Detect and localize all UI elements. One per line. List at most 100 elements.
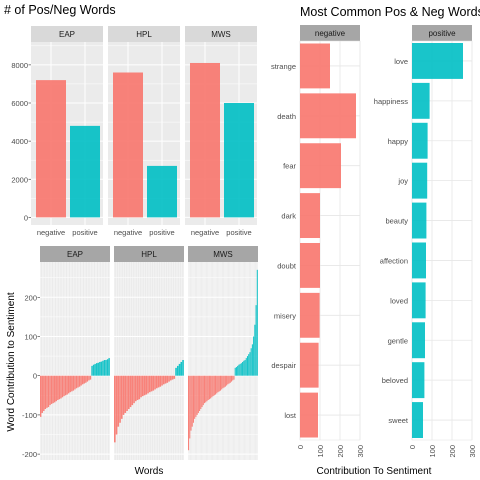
contribution-bar-hpl — [145, 375, 148, 395]
contribution-bar-hpl — [140, 375, 142, 398]
contribution-bar-mws — [195, 375, 197, 417]
word-bar-happiness — [412, 82, 430, 119]
contribution-bar-hpl — [136, 375, 139, 401]
contribution-bar-eap — [47, 375, 50, 408]
contribution-bar-eap — [99, 361, 101, 376]
facet-strip-hpl — [114, 246, 184, 262]
x-tick-label: 300 — [356, 445, 365, 458]
contribution-bar-eap — [89, 375, 92, 380]
contribution-bar-mws — [210, 375, 212, 399]
x-tick-label: 100 — [428, 445, 437, 458]
x-tick-label: 300 — [468, 445, 477, 458]
facet-strip-mws — [185, 26, 257, 42]
bar-eap-positive — [70, 125, 100, 218]
contribution-bar-hpl — [170, 375, 172, 381]
contribution-bar-mws — [240, 363, 242, 376]
facet-strip-eap — [40, 246, 110, 262]
contribution-bar-hpl — [164, 375, 167, 384]
contribution-bar-eap — [80, 375, 82, 386]
contribution-bar-mws — [228, 375, 230, 384]
x-tick-label: positive — [226, 228, 251, 237]
contribution-bar-hpl — [114, 375, 116, 443]
word-bar-beloved — [412, 362, 425, 399]
contribution-bar-eap — [46, 375, 48, 408]
word-label-sweet: sweet — [388, 416, 409, 425]
contribution-bar-eap — [86, 375, 89, 382]
common-words-chart-title: Most Common Pos & Neg Words — [300, 5, 480, 19]
contribution-bar-hpl — [157, 375, 160, 388]
contribution-bar-mws — [245, 358, 247, 376]
contribution-bar-mws — [237, 365, 239, 376]
word-label-beloved: beloved — [382, 376, 408, 385]
contribution-bar-eap — [78, 375, 81, 387]
contribution-bar-eap — [91, 365, 93, 376]
word-label-fear: fear — [283, 162, 296, 171]
x-tick-label: negative — [191, 228, 219, 237]
contribution-bar-hpl — [147, 375, 149, 394]
word-bar-joy — [412, 162, 428, 199]
word-bar-loved — [412, 282, 426, 319]
contribution-bar-mws — [232, 375, 234, 381]
contribution-bar-hpl — [128, 375, 130, 410]
contribution-bar-eap — [75, 375, 78, 389]
contribution-bar-eap — [92, 364, 95, 376]
contribution-bar-hpl — [180, 361, 183, 376]
bar-mws-positive — [224, 103, 254, 218]
contribution-bar-hpl — [178, 363, 181, 376]
facet-label-mws: MWS — [211, 30, 231, 39]
word-bar-death — [300, 93, 356, 139]
contribution-bar-mws — [243, 360, 245, 376]
y-tick-label: 6000 — [11, 99, 28, 108]
x-tick-label: 0 — [408, 445, 417, 449]
word-bar-lost — [300, 392, 318, 438]
contribution-bar-mws — [250, 348, 252, 376]
contribution-bar-eap — [49, 375, 51, 406]
word-label-happy: happy — [388, 137, 409, 146]
contribution-bar-mws — [192, 375, 194, 423]
y-tick-label: -100 — [22, 411, 37, 420]
word-label-loved: loved — [390, 296, 408, 305]
contribution-bar-hpl — [154, 375, 156, 390]
word-bar-despair — [300, 342, 319, 388]
word-label-lost: lost — [284, 411, 297, 420]
contribution-bar-hpl — [156, 375, 158, 389]
contribution-bar-eap — [52, 375, 54, 404]
word-label-death: death — [277, 112, 296, 121]
contribution-bar-mws — [215, 375, 217, 395]
contribution-xlabel: Words — [135, 466, 164, 477]
contribution-bar-hpl — [138, 375, 141, 400]
contribution-bar-hpl — [166, 375, 169, 383]
contribution-bar-mws — [194, 375, 196, 419]
facet-strip-positive — [412, 25, 472, 41]
contribution-bar-hpl — [131, 375, 134, 406]
contribution-bar-mws — [217, 375, 219, 393]
y-tick-label: 200 — [24, 293, 37, 302]
contribution-bar-eap — [94, 363, 96, 376]
contribution-bar-eap — [66, 375, 68, 395]
contribution-bar-mws — [227, 375, 229, 385]
contribution-bar-eap — [85, 375, 87, 383]
contribution-bar-eap — [58, 375, 61, 400]
contribution-bar-hpl — [182, 360, 184, 376]
facet-label-hpl: HPL — [136, 30, 152, 39]
contribution-bar-hpl — [129, 375, 132, 408]
word-bar-beauty — [412, 202, 427, 239]
contribution-bar-mws — [244, 360, 246, 376]
contribution-bar-mws — [188, 375, 190, 451]
word-label-misery: misery — [274, 311, 296, 320]
x-tick-label: negative — [114, 228, 142, 237]
contribution-bar-hpl — [171, 375, 174, 380]
facet-label-eap: EAP — [59, 30, 75, 39]
contribution-bar-eap — [64, 375, 67, 396]
x-tick-label: negative — [37, 228, 65, 237]
contribution-bar-eap — [50, 375, 53, 404]
bar-eap-negative — [36, 80, 66, 218]
y-tick-label: -200 — [22, 450, 37, 459]
contribution-bar-mws — [229, 375, 231, 383]
contribution-bar-mws — [211, 375, 213, 398]
word-bar-fear — [300, 143, 341, 189]
common-words-xlabel: Contribution To Sentiment — [317, 466, 432, 477]
facet-strip-mws — [188, 246, 258, 262]
contribution-bar-eap — [69, 375, 71, 393]
